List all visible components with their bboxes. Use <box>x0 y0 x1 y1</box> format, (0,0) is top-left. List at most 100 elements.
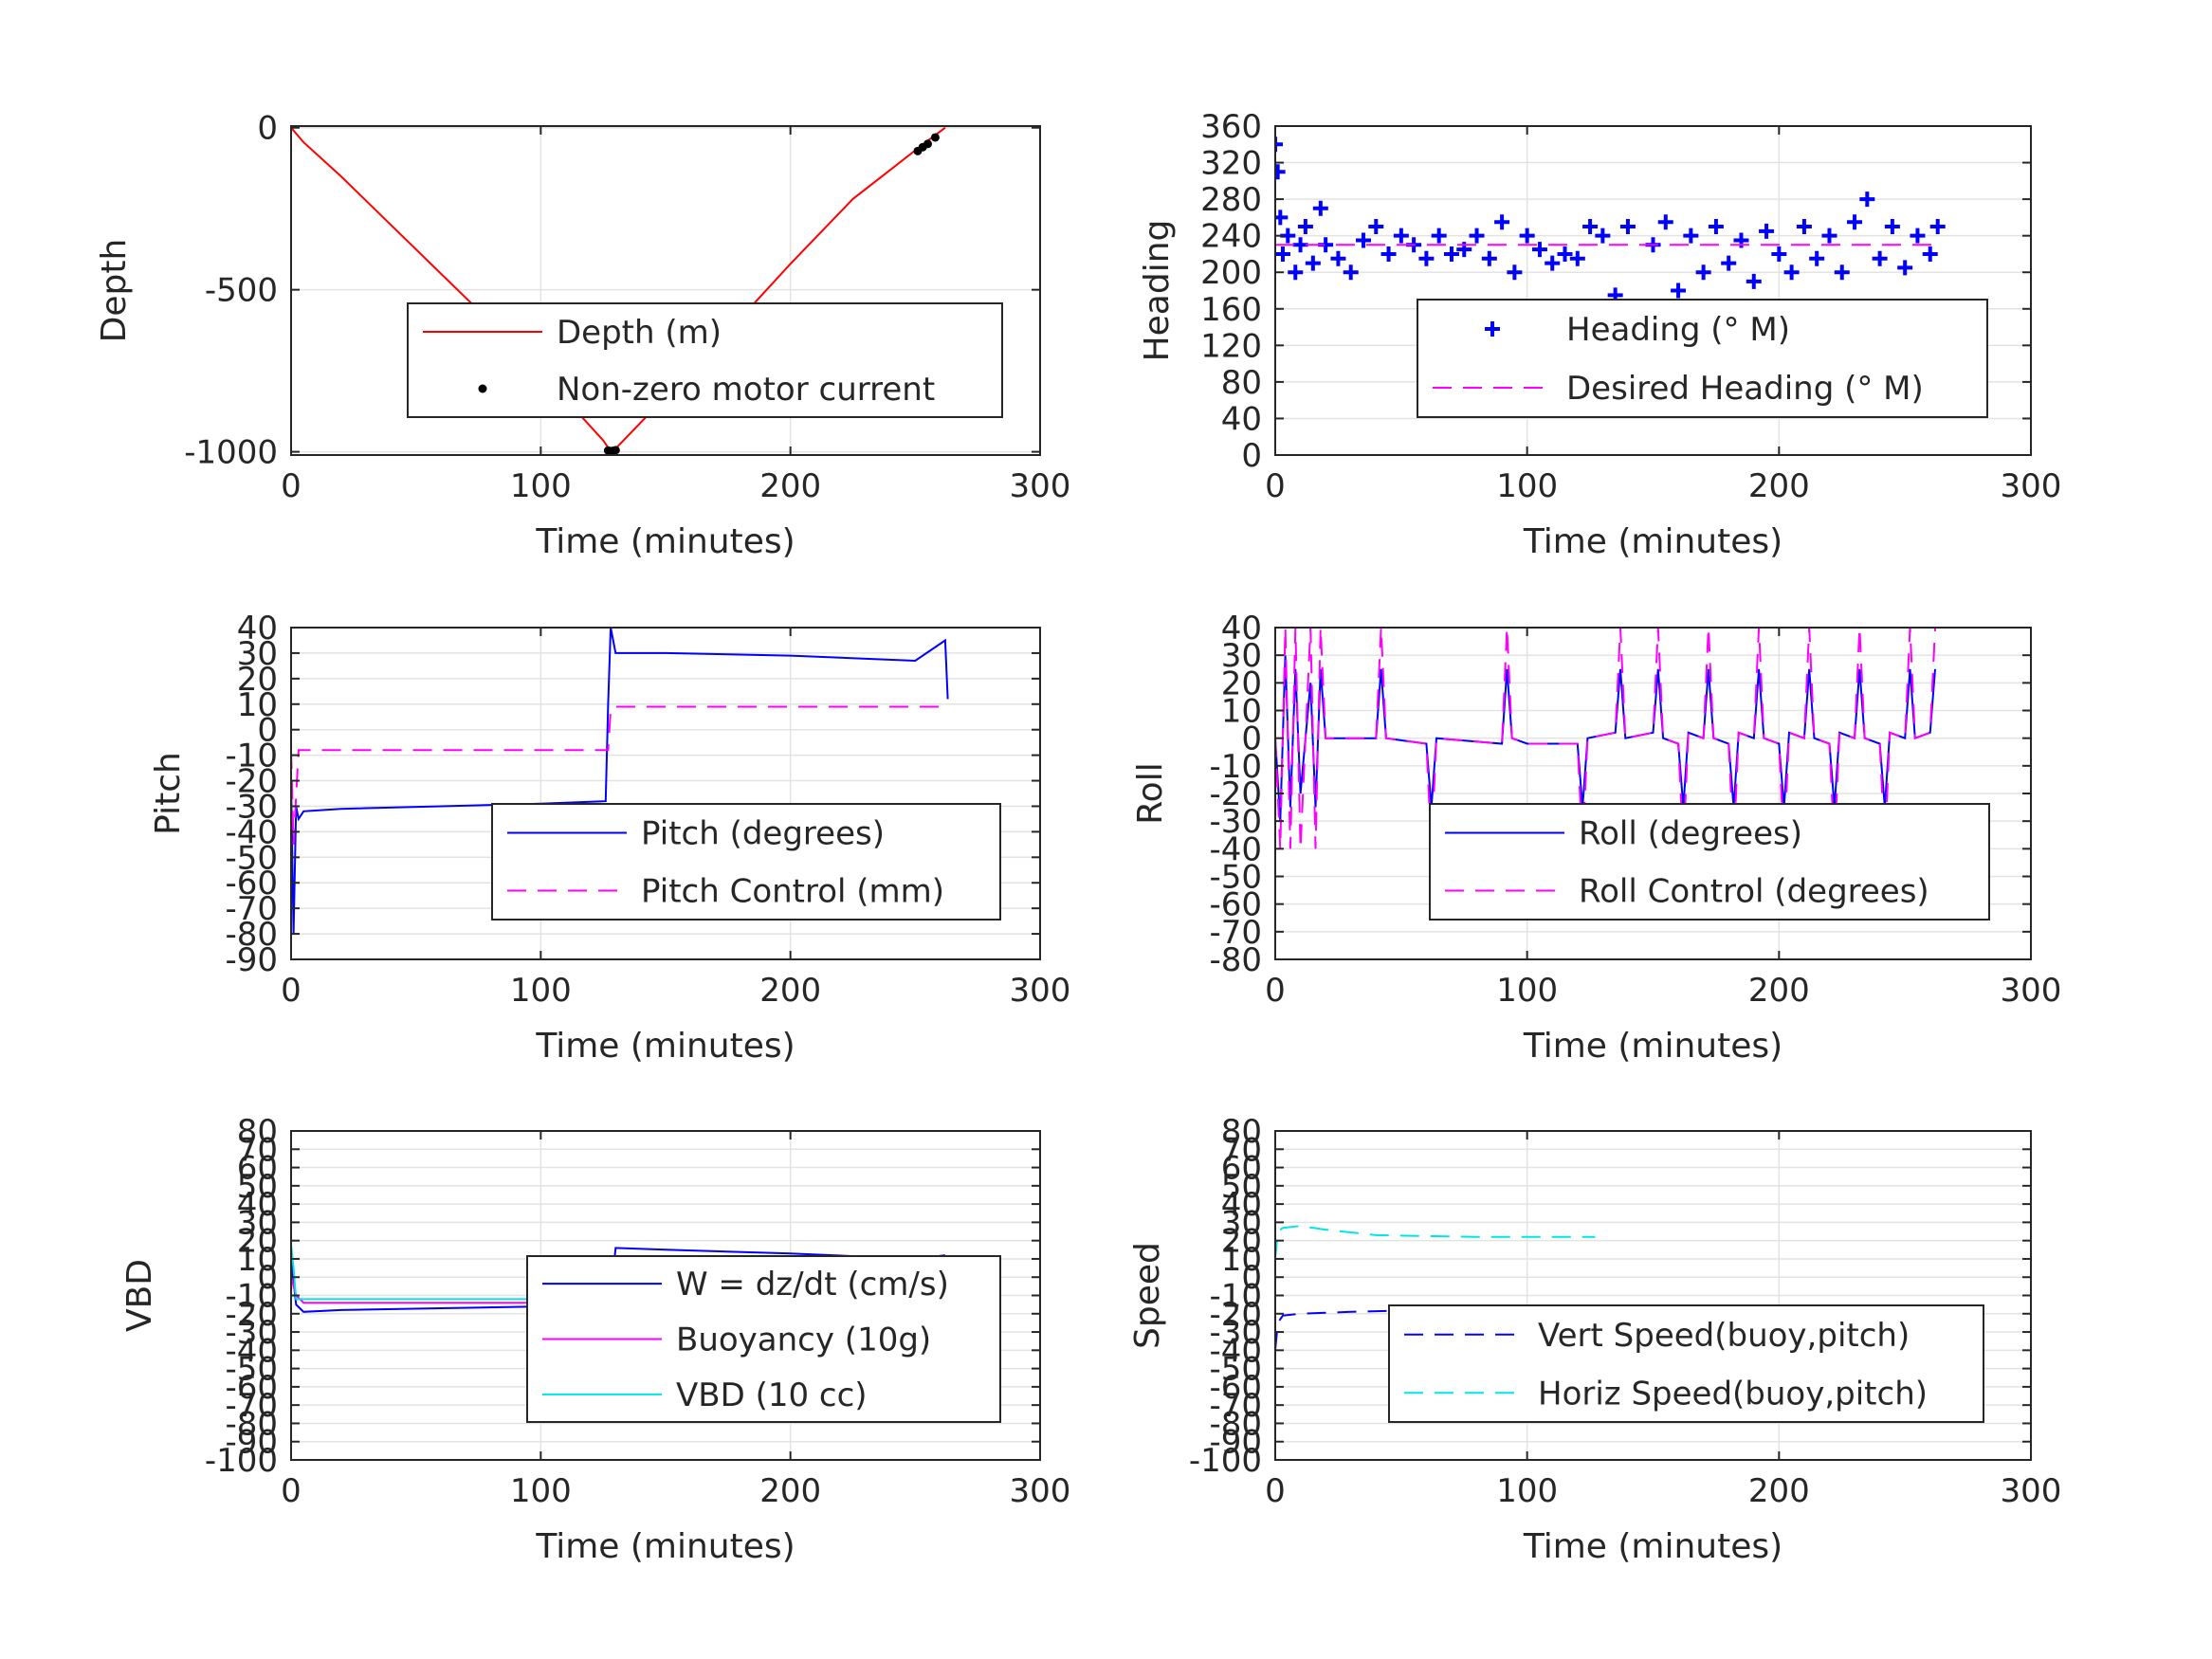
y-tick-label: 80 <box>1221 364 1262 402</box>
legend-label: Depth (m) <box>557 314 722 352</box>
plot-area <box>1275 1225 1596 1351</box>
x-tick-label: 200 <box>1748 972 1810 1010</box>
legend: Roll (degrees) Roll Control (degrees) <box>1429 803 1990 921</box>
x-tick-label: 0 <box>1265 1472 1286 1510</box>
y-axis-label: VBD <box>120 1259 159 1332</box>
y-tick-label: 20 <box>1221 1223 1262 1261</box>
series-1-point <box>1595 228 1611 244</box>
y-tick-label: -100 <box>1189 1442 1262 1480</box>
series-1-point <box>1657 214 1673 230</box>
chart-panel-1: 0 100 200 300 0 -500 -1000 Time (minutes) Depth D… <box>95 110 1070 561</box>
legend-label: Horiz Speed(buoy,pitch) <box>1538 1375 1928 1413</box>
chart-panel-5: 0 100 200 30080706050403020100-10-20-30-40-… <box>120 1113 1070 1566</box>
y-tick-label: -20 <box>225 1296 278 1334</box>
legend-label: W = dz/dt (cm/s) <box>676 1266 949 1304</box>
y-tick-label: 0 <box>1241 437 1262 475</box>
y-tick-label: 0 <box>257 712 278 750</box>
y-tick-label: -30 <box>1209 803 1262 841</box>
y-tick-label: -60 <box>1209 886 1262 924</box>
series-2-line <box>1275 1225 1596 1259</box>
chart-panel-4: 0 100 200 300403020100-10-20-30-40-50-60-70… <box>1131 610 2061 1066</box>
legend-box <box>407 302 1003 418</box>
series-1-point <box>1884 219 1900 235</box>
y-tick-label: 320 <box>1200 145 1262 183</box>
series-1-point <box>1545 255 1561 271</box>
legend-label: Pitch Control (mm) <box>641 873 944 911</box>
y-tick-label: 0 <box>257 1259 278 1297</box>
y-tick-label: 20 <box>237 661 278 699</box>
series-2-point <box>611 446 620 455</box>
series-1-point <box>1418 250 1435 266</box>
series-1-point <box>1809 250 1825 266</box>
y-tick-label: 70 <box>1221 1131 1262 1169</box>
series-1-point <box>1771 246 1787 262</box>
y-tick-label: -70 <box>1209 1387 1262 1425</box>
y-tick-label: 40 <box>237 1186 278 1224</box>
series-1-point <box>1746 273 1762 289</box>
series-1-point <box>1507 264 1523 281</box>
legend-label: Heading (° M) <box>1566 311 1790 349</box>
y-tick-label: -10 <box>225 1278 278 1316</box>
axes-box <box>290 627 1041 960</box>
x-tick-label: 300 <box>1010 1472 1071 1510</box>
x-axis-label: Time (minutes) <box>535 522 795 561</box>
series-1-point <box>1695 264 1711 281</box>
legend-label: Non-zero motor current <box>557 371 935 409</box>
series-1-point <box>1380 246 1397 262</box>
series-1-point <box>1431 228 1447 244</box>
series-1-point <box>1834 264 1850 281</box>
y-tick-label: -80 <box>225 916 278 954</box>
series-1-point <box>1929 219 1946 235</box>
x-tick-label: 100 <box>510 1472 572 1510</box>
series-1-point <box>1847 214 1863 230</box>
y-tick-label: -40 <box>225 813 278 851</box>
series-2-point <box>923 139 932 149</box>
y-tick-label: 20 <box>237 1223 278 1261</box>
y-tick-label: -50 <box>225 839 278 877</box>
x-tick-label: 100 <box>510 972 572 1010</box>
series-1-point <box>1494 214 1510 230</box>
series-1-point <box>1683 228 1699 244</box>
x-tick-label: 200 <box>759 1472 821 1510</box>
axes-box <box>1274 125 2032 456</box>
legend: Vert Speed(buoy,pitch) Horiz Speed(buoy,p… <box>1388 1304 1984 1423</box>
x-tick-label: 300 <box>1010 972 1071 1010</box>
y-tick-label: 0 <box>257 110 278 148</box>
series-1-point <box>1343 264 1359 281</box>
y-tick-label: -50 <box>225 1351 278 1389</box>
series-1-point <box>1796 219 1812 235</box>
y-tick-label: -20 <box>1209 775 1262 813</box>
y-tick-label: -500 <box>205 272 278 310</box>
series-1-point <box>1531 242 1547 258</box>
chart-panel-2: 0 100 200 30004080120160200240280320360Time… <box>1138 108 2061 561</box>
y-tick-label: 200 <box>1200 254 1262 292</box>
legend-label: Roll Control (degrees) <box>1579 873 1929 911</box>
legend-label: VBD (10 cc) <box>676 1376 868 1414</box>
chart-panel-3: 0 100 200 300403020100-10-20-30-40-50-60-70… <box>149 610 1070 1066</box>
legend-box <box>1417 299 1988 418</box>
y-tick-label: 160 <box>1200 291 1262 329</box>
series-1-point <box>1275 210 1289 226</box>
legend: Depth (m) Non-zero motor current <box>407 302 1003 418</box>
chart-panel-6: 0 100 200 30080706050403020100-10-20-30-40-… <box>1128 1113 2061 1566</box>
y-tick-label: -20 <box>1209 1296 1262 1334</box>
y-axis-label: Depth <box>95 239 134 343</box>
legend-label: Buoyancy (10g) <box>676 1322 931 1359</box>
y-tick-label: 0 <box>1241 720 1262 758</box>
y-axis-label: Speed <box>1128 1242 1167 1349</box>
y-tick-label: -70 <box>225 890 278 928</box>
series-1-point <box>1708 219 1724 235</box>
y-tick-label: -20 <box>225 763 278 801</box>
series-1-point <box>1288 264 1304 281</box>
y-tick-label: -60 <box>225 1369 278 1407</box>
y-tick-label: -50 <box>1209 1351 1262 1389</box>
y-tick-label: 40 <box>1221 400 1262 438</box>
legend-box <box>1429 803 1990 921</box>
x-axis-label: Time (minutes) <box>535 1527 795 1566</box>
y-axis-label: Roll <box>1131 762 1170 824</box>
series-1-point <box>1872 250 1888 266</box>
series-1-point <box>1275 137 1283 153</box>
series-1-point <box>1355 232 1371 248</box>
x-tick-label: 200 <box>759 467 821 505</box>
